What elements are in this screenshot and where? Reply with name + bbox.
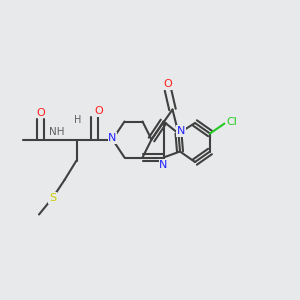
Text: O: O: [94, 106, 103, 116]
Text: N: N: [108, 133, 117, 143]
Text: N: N: [159, 160, 168, 170]
Text: NH: NH: [49, 127, 65, 137]
Text: Cl: Cl: [226, 117, 237, 127]
Text: O: O: [164, 79, 172, 89]
Text: O: O: [36, 107, 45, 118]
Text: S: S: [49, 193, 56, 203]
Text: N: N: [177, 126, 185, 136]
Text: H: H: [74, 115, 81, 125]
